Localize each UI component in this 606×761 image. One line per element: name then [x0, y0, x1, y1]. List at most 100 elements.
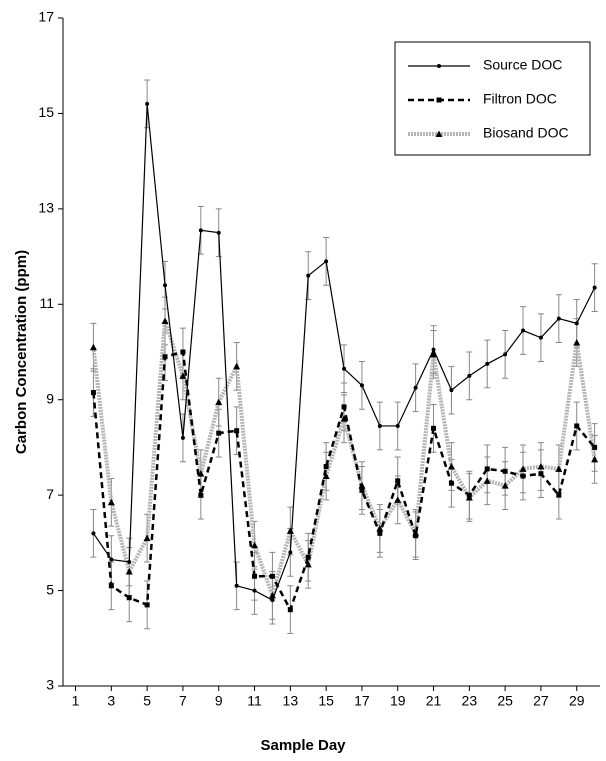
data-point	[270, 598, 275, 603]
y-tick-label: 15	[38, 104, 54, 120]
data-point	[305, 554, 311, 560]
data-point	[126, 595, 132, 601]
data-point	[574, 423, 580, 429]
x-tick-label: 5	[143, 693, 151, 709]
data-point	[592, 444, 598, 450]
data-point	[180, 349, 186, 355]
data-point	[501, 482, 509, 489]
x-tick-label: 3	[107, 693, 115, 709]
data-point	[537, 463, 545, 470]
legend-marker	[435, 130, 443, 137]
data-point	[144, 602, 150, 608]
x-axis-label: Sample Day	[260, 737, 346, 754]
data-point	[252, 573, 258, 579]
data-point	[180, 435, 185, 440]
x-tick-label: 27	[533, 693, 549, 709]
data-point	[89, 343, 97, 351]
data-point	[395, 478, 401, 484]
data-point	[216, 230, 221, 235]
data-point	[216, 430, 222, 436]
data-point	[503, 352, 508, 357]
data-point	[377, 530, 383, 536]
data-point	[376, 525, 384, 532]
data-point	[161, 317, 169, 324]
data-point	[377, 423, 382, 428]
data-point	[485, 361, 490, 366]
data-point	[198, 228, 203, 233]
data-point	[467, 373, 472, 378]
data-point	[591, 455, 599, 463]
y-tick-label: 5	[46, 581, 54, 597]
data-point	[215, 398, 223, 406]
x-tick-label: 13	[283, 693, 299, 709]
data-point	[145, 101, 150, 106]
data-point	[233, 362, 241, 370]
y-tick-label: 13	[38, 200, 54, 216]
x-tick-label: 23	[462, 693, 478, 709]
data-point	[556, 316, 561, 321]
data-point	[197, 470, 205, 477]
data-point	[359, 383, 364, 388]
data-point	[466, 492, 472, 498]
data-point	[447, 463, 455, 470]
data-point	[538, 471, 544, 477]
data-point	[538, 335, 543, 340]
data-point	[179, 372, 187, 379]
data-point	[322, 472, 330, 480]
data-point	[107, 498, 115, 506]
data-point	[483, 477, 491, 484]
data-point	[251, 541, 259, 549]
data-point	[287, 607, 293, 613]
data-point	[521, 328, 526, 333]
data-point	[520, 473, 526, 479]
data-point	[143, 534, 151, 542]
x-tick-label: 17	[354, 693, 370, 709]
data-point	[252, 588, 257, 593]
legend-label: Filtron DOC	[483, 91, 557, 107]
data-point	[323, 464, 329, 470]
x-tick-label: 29	[569, 693, 585, 709]
x-tick-label: 19	[390, 693, 406, 709]
data-point	[91, 531, 96, 536]
data-point	[324, 259, 329, 264]
data-point	[449, 388, 454, 393]
data-point	[198, 492, 204, 498]
data-point	[90, 390, 96, 396]
data-point	[342, 366, 347, 371]
data-point	[306, 273, 311, 278]
x-tick-label: 25	[497, 693, 513, 709]
x-tick-label: 9	[215, 693, 223, 709]
data-point	[556, 492, 562, 498]
data-point	[234, 428, 240, 434]
legend-label: Source DOC	[483, 57, 562, 73]
data-point	[519, 465, 527, 472]
data-point	[341, 404, 347, 410]
data-point	[448, 480, 454, 486]
data-point	[125, 567, 133, 575]
data-point	[573, 338, 581, 346]
data-point	[431, 347, 436, 352]
data-point	[555, 465, 563, 472]
data-point	[395, 423, 400, 428]
y-tick-label: 11	[39, 295, 54, 311]
y-axis-label: Carbon Concentration (ppm)	[13, 250, 30, 454]
data-point	[162, 354, 168, 360]
x-tick-label: 15	[318, 693, 334, 709]
legend-marker	[436, 97, 442, 103]
legend-marker	[437, 64, 441, 68]
data-point	[304, 560, 312, 568]
data-point	[502, 468, 508, 474]
data-point	[484, 466, 490, 472]
y-tick-label: 17	[38, 9, 54, 25]
data-point	[592, 285, 597, 290]
data-point	[109, 557, 114, 562]
data-point	[413, 533, 419, 539]
data-point	[269, 573, 275, 579]
data-point	[288, 550, 293, 555]
data-point	[394, 496, 402, 503]
x-tick-label: 11	[247, 693, 262, 709]
y-tick-label: 7	[46, 486, 54, 502]
legend-label: Biosand DOC	[483, 125, 569, 141]
y-tick-label: 3	[46, 677, 54, 693]
